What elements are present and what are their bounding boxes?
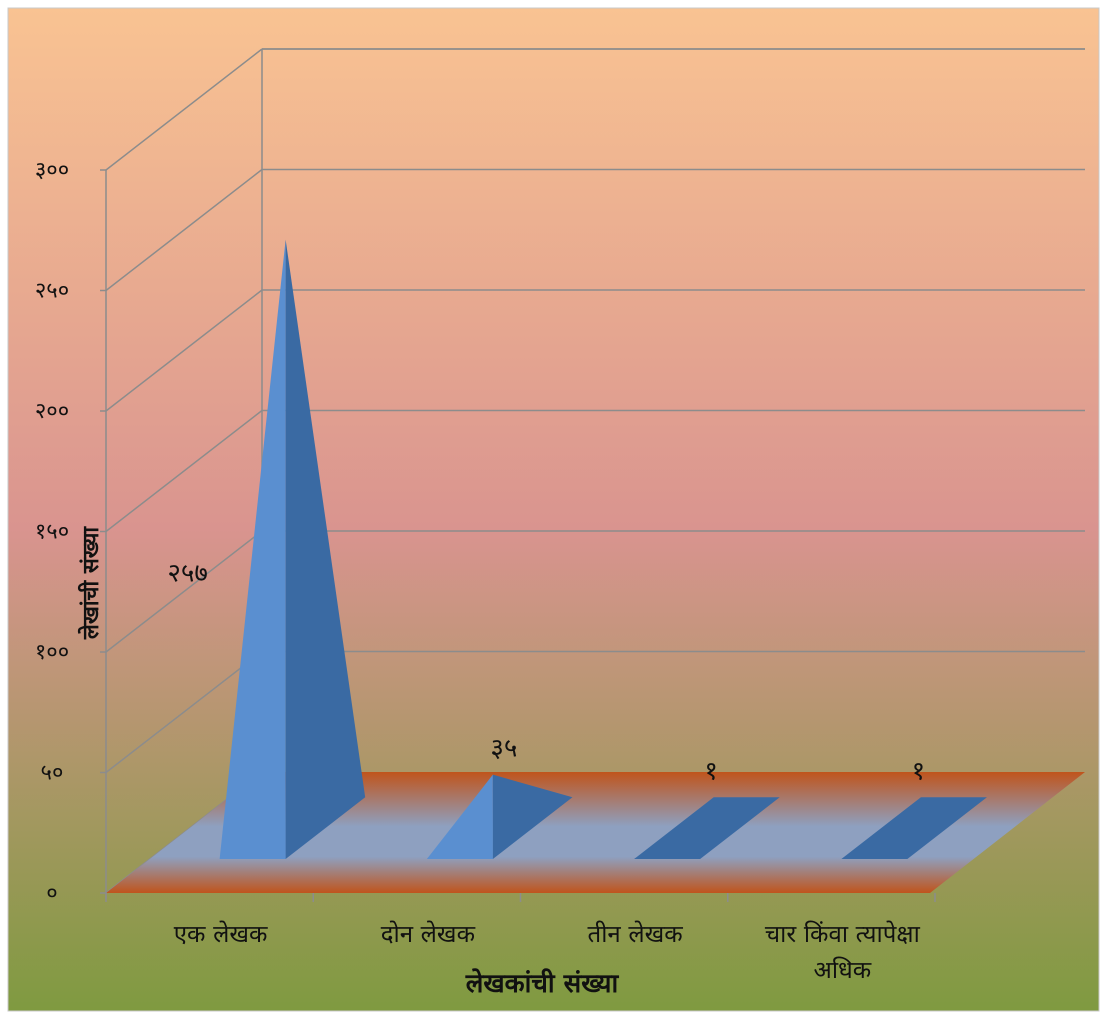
y-tick-label: ५० bbox=[41, 761, 64, 786]
y-tick-label: २५० bbox=[35, 279, 69, 304]
gridline-side bbox=[105, 289, 263, 412]
x-tick-label: चार किंवा त्यापेक्षा अधिक bbox=[765, 920, 921, 984]
bar-3-front bbox=[841, 797, 987, 859]
gridline-side bbox=[105, 409, 263, 533]
data-label-0: २५७ bbox=[167, 559, 208, 589]
x-tick-label: तीन लेखक bbox=[588, 920, 684, 948]
gridline-side bbox=[105, 530, 263, 653]
gridlines bbox=[105, 48, 1085, 894]
data-label-2: १ bbox=[704, 756, 718, 786]
labels: ० ५० १०० १५० २०० २५० ३०० २५७ ३५ १ १ एक लेखक दोन लेखक… bbox=[35, 158, 925, 984]
bar-1-side bbox=[492, 774, 573, 859]
gridline-side bbox=[105, 168, 263, 292]
data-label-1: ३५ bbox=[490, 734, 517, 764]
bar-0-side bbox=[285, 239, 366, 859]
bar-2-front bbox=[634, 797, 780, 859]
bars bbox=[219, 239, 987, 859]
x-tick-label: एक लेखक bbox=[174, 920, 268, 948]
y-tick-label: ३०० bbox=[35, 158, 69, 183]
gridline-side bbox=[105, 48, 263, 171]
data-label-3: १ bbox=[912, 756, 926, 786]
y-tick-label: ० bbox=[46, 881, 57, 906]
gridline-side bbox=[105, 650, 263, 774]
bar-1-front bbox=[426, 774, 493, 859]
y-tick-label: २०० bbox=[35, 399, 69, 424]
y-tick-label: १०० bbox=[35, 640, 69, 665]
x-axis-title: लेखकांची संख्या bbox=[465, 968, 620, 999]
bar-0-front bbox=[219, 239, 286, 859]
x-tick-label: दोन लेखक bbox=[381, 920, 476, 948]
y-tick-label: १५० bbox=[35, 520, 69, 545]
y-axis-title: लेखांची संख्या bbox=[77, 526, 104, 640]
